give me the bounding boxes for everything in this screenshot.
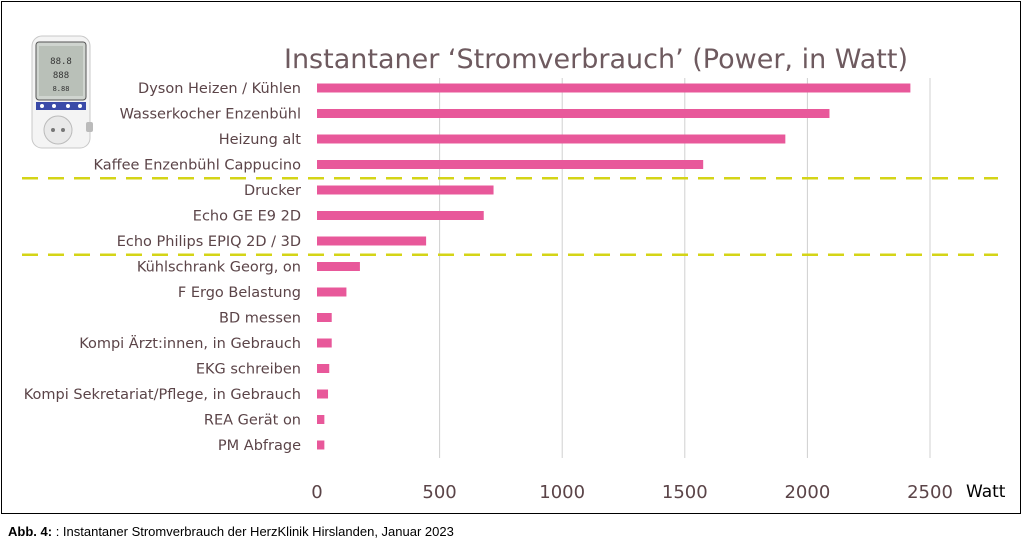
- x-tick-label: 500: [422, 482, 456, 503]
- svg-text:88.8: 88.8: [50, 57, 72, 67]
- category-labels: Dyson Heizen / Kühlen Wasserkocher Enzenb…: [24, 81, 302, 454]
- svg-text:8.88: 8.88: [53, 85, 70, 93]
- category-label: Wasserkocher Enzenbühl: [120, 107, 301, 123]
- bar: [317, 440, 325, 450]
- bar: [317, 364, 330, 373]
- bar: [317, 236, 427, 246]
- bar: [317, 109, 830, 118]
- x-tick-label: 1500: [662, 482, 708, 503]
- caption-label: Abb. 4:: [8, 524, 53, 539]
- x-tick-label: 2000: [784, 482, 830, 503]
- caption-text: : Instantaner Stromverbrauch der HerzKli…: [55, 524, 454, 539]
- category-label: REA Gerät on: [204, 413, 301, 429]
- group-separators: [22, 177, 998, 256]
- x-tick-label: 2500: [907, 482, 953, 503]
- figure-caption: Abb. 4: : Instantaner Stromverbrauch der…: [8, 524, 454, 539]
- x-tick-label: 0: [311, 482, 322, 503]
- category-label: Echo Philips EPIQ 2D / 3D: [117, 234, 301, 250]
- category-label: Kompi Sekretariat/Pflege, in Gebrauch: [24, 387, 301, 403]
- category-label: EKG schreiben: [196, 362, 301, 378]
- bar: [317, 313, 332, 322]
- category-label: Kompi Ärzt:innen, in Gebrauch: [79, 334, 301, 352]
- bar: [317, 415, 325, 424]
- bar: [317, 338, 332, 348]
- chart-title: Instantaner ‘Stromverbrauch’ (Power, in …: [284, 44, 908, 75]
- category-label: Dyson Heizen / Kühlen: [138, 81, 301, 97]
- x-tick-labels: 0 500 1000 1500 2000 2500: [311, 482, 953, 503]
- bar: [317, 211, 484, 220]
- bar: [317, 262, 360, 271]
- category-label: Drucker: [244, 183, 301, 199]
- category-label: Heizung alt: [219, 132, 302, 148]
- bar: [317, 160, 704, 169]
- svg-text:888: 888: [53, 71, 69, 81]
- x-tick-label: 1000: [539, 482, 585, 503]
- bars: [317, 83, 911, 450]
- bar: [317, 185, 494, 195]
- x-axis-label: Watt: [966, 482, 1006, 502]
- category-label: Kaffee Enzenbühl Cappucino: [93, 158, 301, 174]
- category-label: Kühlschrank Georg, on: [137, 260, 301, 276]
- bar-chart: Dyson Heizen / Kühlen Wasserkocher Enzenb…: [22, 44, 1006, 503]
- category-label: Echo GE E9 2D: [193, 209, 301, 225]
- category-label: PM Abfrage: [218, 438, 301, 454]
- bar: [317, 287, 347, 297]
- bar: [317, 134, 786, 144]
- bar: [317, 389, 329, 399]
- power-meter-icon: 88.8 888 8.88: [31, 35, 93, 149]
- category-label: BD messen: [219, 311, 301, 327]
- category-label: F Ergo Belastung: [178, 285, 301, 301]
- bar: [317, 83, 911, 93]
